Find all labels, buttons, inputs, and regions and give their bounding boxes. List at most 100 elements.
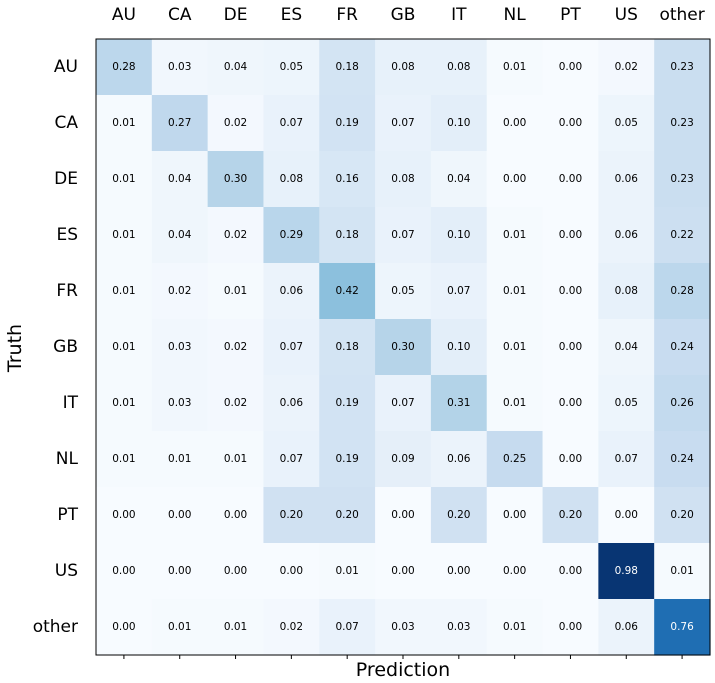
- cell-value-label: 0.00: [280, 565, 303, 577]
- cell-value-label: 0.19: [335, 453, 358, 465]
- heatmap-cell-FR-PT: [542, 263, 599, 320]
- cell-value-label: 0.27: [168, 117, 191, 129]
- x-axis-label: Prediction: [356, 659, 450, 681]
- cell-value-label: 0.00: [503, 565, 526, 577]
- y-tick-label: ES: [56, 225, 78, 245]
- heatmap-cell-IT-PT: [542, 375, 599, 432]
- heatmap-cell-ES-AU: [96, 207, 153, 264]
- heatmap-cell-DE-US: [598, 151, 655, 208]
- cell-value-label: 0.01: [112, 173, 135, 185]
- y-tick-label: DE: [54, 169, 78, 189]
- cell-value-label: 0.10: [447, 229, 470, 241]
- cell-value-label: 0.28: [670, 285, 693, 297]
- heatmap-cell-other-IT: [430, 599, 488, 656]
- x-tick-label: other: [659, 5, 704, 25]
- cell-value-label: 0.07: [391, 229, 414, 241]
- y-tick-label: IT: [63, 393, 79, 413]
- heatmap-cell-FR-NL: [486, 263, 544, 320]
- heatmap-cell-PT-US: [598, 487, 655, 544]
- cell-value-label: 0.08: [391, 173, 414, 185]
- heatmap-cell-US-IT: [430, 543, 488, 600]
- heatmap-cell-DE-other: [654, 151, 711, 208]
- heatmap-cell-GB-FR: [319, 319, 376, 376]
- heatmap-cell-DE-GB: [375, 151, 432, 208]
- cell-value-label: 0.01: [168, 453, 191, 465]
- y-tick-label: PT: [57, 505, 78, 525]
- heatmap-cell-other-PT: [542, 599, 599, 656]
- y-tick-label: AU: [54, 57, 78, 77]
- heatmap-cell-ES-NL: [486, 207, 544, 264]
- cell-value-label: 0.01: [168, 621, 191, 633]
- heatmap-cells: [96, 39, 711, 656]
- heatmap-cell-AU-US: [598, 39, 655, 96]
- heatmap-cell-IT-AU: [96, 375, 153, 432]
- cell-value-label: 0.01: [112, 285, 135, 297]
- cell-value-label: 0.00: [559, 117, 582, 129]
- cell-value-label: 0.00: [391, 509, 414, 521]
- cell-value-label: 0.04: [168, 173, 192, 185]
- heatmap-cell-ES-FR: [319, 207, 376, 264]
- heatmap-cell-ES-IT: [430, 207, 488, 264]
- cell-value-label: 0.05: [391, 285, 414, 297]
- heatmap-cell-NL-AU: [96, 431, 153, 488]
- cell-value-label: 0.03: [168, 397, 191, 409]
- cell-value-label: 0.08: [615, 285, 638, 297]
- heatmap-cell-ES-CA: [151, 207, 209, 264]
- x-tick-label: CA: [168, 5, 192, 25]
- cell-value-label: 0.07: [447, 285, 470, 297]
- x-tick-label: NL: [504, 5, 527, 25]
- heatmap-cell-IT-US: [598, 375, 655, 432]
- cell-value-label: 0.00: [559, 61, 582, 73]
- cell-value-label: 0.07: [335, 621, 358, 633]
- cell-value-label: 0.18: [335, 229, 358, 241]
- cell-value-label: 0.01: [503, 397, 526, 409]
- heatmap-cell-GB-DE: [207, 319, 265, 376]
- heatmap-cell-DE-FR: [319, 151, 376, 208]
- cell-value-label: 0.01: [503, 621, 526, 633]
- cell-value-label: 0.08: [447, 61, 470, 73]
- heatmap-cell-PT-CA: [151, 487, 209, 544]
- heatmap-cell-CA-FR: [319, 95, 376, 152]
- heatmap-cell-AU-DE: [207, 39, 265, 96]
- cell-value-label: 0.01: [224, 621, 247, 633]
- cell-value-label: 0.03: [168, 341, 191, 353]
- cell-value-label: 0.08: [280, 173, 303, 185]
- heatmap-cell-FR-ES: [263, 263, 320, 320]
- cell-value-label: 0.00: [168, 565, 191, 577]
- cell-value-label: 0.30: [224, 173, 247, 185]
- heatmap-cell-US-GB: [375, 543, 432, 600]
- heatmap-cell-CA-GB: [375, 95, 432, 152]
- cell-value-label: 0.00: [112, 565, 135, 577]
- heatmap-cell-DE-ES: [263, 151, 320, 208]
- cell-value-label: 0.00: [112, 509, 135, 521]
- y-tick-label: US: [55, 561, 78, 581]
- heatmap-cell-US-PT: [542, 543, 599, 600]
- cell-value-label: 0.76: [670, 621, 694, 633]
- y-tick-label: other: [33, 617, 78, 637]
- cell-value-label: 0.00: [224, 509, 247, 521]
- heatmap-cell-other-other: [654, 599, 711, 656]
- cell-value-label: 0.20: [670, 509, 693, 521]
- cell-value-label: 0.01: [224, 453, 247, 465]
- heatmap-cell-DE-IT: [430, 151, 488, 208]
- cell-value-label: 0.07: [391, 117, 414, 129]
- heatmap-cell-other-FR: [319, 599, 376, 656]
- heatmap-cell-CA-CA: [151, 95, 209, 152]
- cell-value-label: 0.00: [559, 453, 582, 465]
- cell-value-label: 0.19: [335, 397, 358, 409]
- cell-value-label: 0.02: [168, 285, 191, 297]
- cell-value-label: 0.20: [447, 509, 470, 521]
- cell-value-label: 0.20: [559, 509, 582, 521]
- heatmap-cell-FR-AU: [96, 263, 153, 320]
- cell-value-label: 0.03: [391, 621, 414, 633]
- cell-value-label: 0.01: [112, 341, 135, 353]
- cell-value-label: 0.06: [615, 621, 639, 633]
- cell-value-label: 0.07: [391, 397, 414, 409]
- heatmap-cell-FR-GB: [375, 263, 432, 320]
- cell-value-label: 0.01: [112, 229, 135, 241]
- heatmap-cell-GB-AU: [96, 319, 153, 376]
- cell-value-label: 0.00: [559, 173, 582, 185]
- heatmap-cell-PT-FR: [319, 487, 376, 544]
- heatmap-cell-ES-ES: [263, 207, 320, 264]
- x-tick-label: US: [615, 5, 638, 25]
